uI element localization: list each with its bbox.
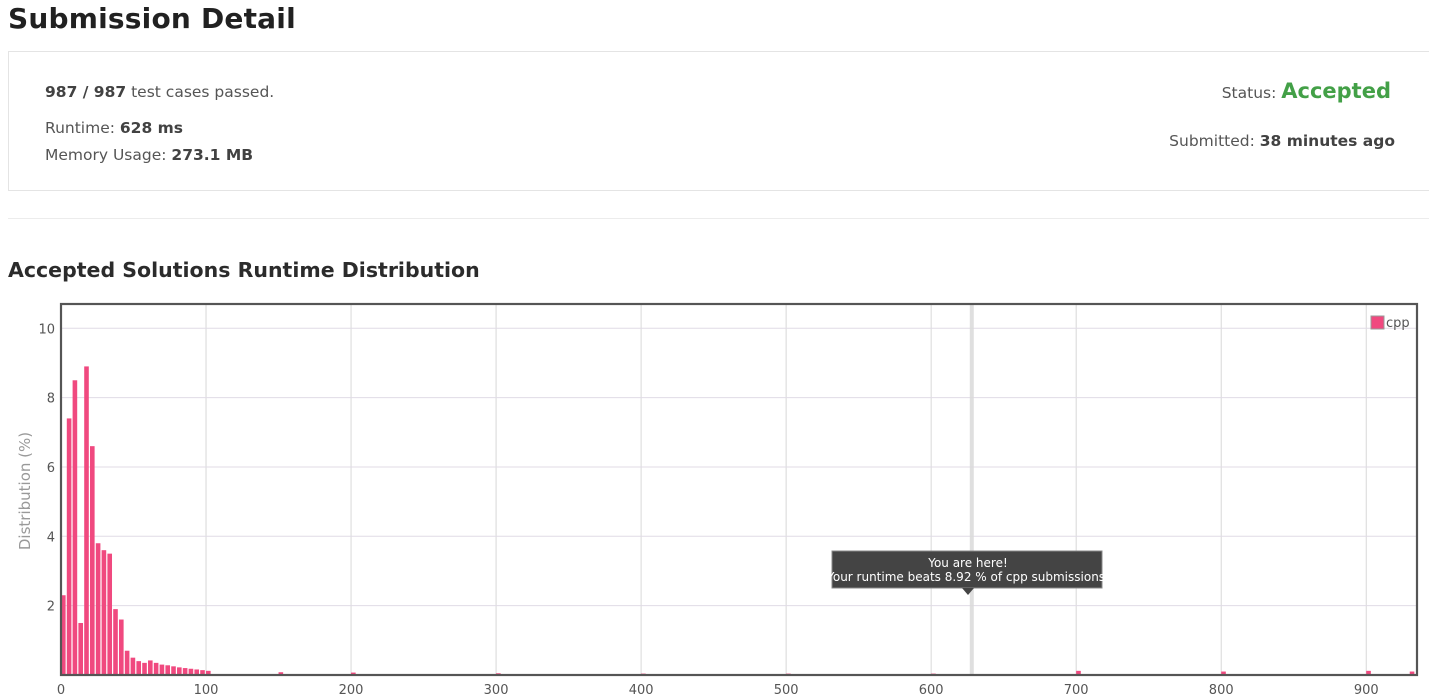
submission-summary-card: 987 / 987 test cases passed. Runtime: 62… — [8, 51, 1429, 191]
tooltip-line-2: Your runtime beats 8.92 % of cpp submiss… — [826, 570, 1109, 584]
bar[interactable] — [61, 595, 66, 675]
status-row: Status: Accepted — [1222, 79, 1391, 103]
bar[interactable] — [95, 543, 101, 675]
runtime-tooltip: You are here! Your runtime beats 8.92 % … — [826, 550, 1109, 595]
runtime-distribution-chart[interactable]: 0 100 200 300 400 500 600 700 800 900 2 4 6 8 10 Distr… — [0, 295, 1431, 700]
submitted-label: Submitted: — [1169, 132, 1260, 150]
legend-label-cpp: cpp — [1386, 316, 1410, 331]
x-tick-label: 900 — [1354, 683, 1379, 698]
bar[interactable] — [1366, 670, 1371, 675]
bar[interactable] — [119, 619, 124, 675]
submitted-value: 38 minutes ago — [1259, 132, 1395, 150]
tooltip-pointer — [962, 588, 974, 595]
y-tick-label: 6 — [47, 461, 55, 476]
x-tick-label: 600 — [919, 683, 944, 698]
submitted-row: Submitted: 38 minutes ago — [1169, 132, 1395, 150]
passed-count: 987 / 987 — [45, 83, 127, 101]
y-axis-title: Distribution (%) — [16, 432, 34, 550]
bar[interactable] — [66, 418, 72, 675]
memory-value: 273.1 MB — [171, 146, 254, 164]
chart-grid — [61, 304, 1417, 675]
x-tick-label: 700 — [1064, 683, 1089, 698]
memory-label: Memory Usage: — [45, 146, 172, 164]
runtime-row: Runtime: 628 ms — [45, 119, 183, 137]
bar[interactable] — [130, 657, 136, 675]
bar[interactable] — [278, 672, 284, 675]
legend-swatch-cpp — [1370, 315, 1385, 330]
x-tick-label: 300 — [484, 683, 509, 698]
x-tick-label: 200 — [339, 683, 364, 698]
x-tick-label: 400 — [629, 683, 654, 698]
bar[interactable] — [142, 662, 147, 675]
bar[interactable] — [90, 446, 95, 675]
status-label: Status: — [1221, 84, 1282, 102]
x-tick-label: 800 — [1209, 683, 1234, 698]
y-tick-label: 8 — [47, 392, 55, 407]
bar[interactable] — [124, 650, 130, 675]
bar[interactable] — [177, 667, 182, 675]
runtime-marker — [969, 304, 974, 675]
bar[interactable] — [1221, 671, 1226, 675]
bar[interactable] — [171, 666, 176, 675]
bar[interactable] — [200, 670, 205, 675]
bar[interactable] — [72, 380, 78, 675]
bar[interactable] — [206, 670, 211, 675]
bar[interactable] — [1076, 670, 1081, 675]
bar[interactable] — [136, 661, 142, 675]
bar[interactable] — [182, 668, 188, 675]
passed-suffix: test cases passed. — [126, 83, 275, 101]
bar[interactable] — [148, 660, 153, 675]
bar[interactable] — [1409, 671, 1415, 675]
tooltip-box — [831, 550, 1103, 589]
tooltip-line-1: You are here! — [927, 556, 1008, 570]
memory-row: Memory Usage: 273.1 MB — [45, 146, 253, 164]
bar[interactable] — [159, 664, 165, 675]
plot-frame — [59, 302, 1419, 677]
bar[interactable] — [165, 665, 171, 675]
x-tick-label: 0 — [57, 683, 65, 698]
section-divider — [8, 218, 1429, 219]
status-value: Accepted — [1281, 79, 1391, 103]
chart-ticks: 0 100 200 300 400 500 600 700 800 900 2 4 6 8 10 — [38, 322, 1378, 698]
bar[interactable] — [84, 366, 89, 675]
bar[interactable] — [113, 609, 118, 675]
runtime-label: Runtime: — [45, 119, 120, 137]
bar[interactable] — [107, 553, 113, 675]
page-title: Submission Detail — [8, 2, 296, 35]
x-tick-label: 100 — [194, 683, 219, 698]
y-tick-label: 2 — [47, 600, 55, 615]
bar[interactable] — [188, 668, 194, 675]
legend[interactable]: cpp — [1370, 315, 1410, 331]
bar[interactable] — [194, 669, 200, 675]
chart-bars — [61, 304, 1415, 675]
bar[interactable] — [153, 662, 159, 675]
test-cases-result: 987 / 987 test cases passed. — [45, 83, 274, 101]
runtime-value: 628 ms — [119, 119, 184, 137]
y-tick-label: 10 — [38, 322, 55, 337]
y-tick-label: 4 — [47, 530, 55, 545]
bar[interactable] — [78, 622, 84, 675]
x-tick-label: 500 — [774, 683, 799, 698]
distribution-section-title: Accepted Solutions Runtime Distribution — [8, 258, 480, 282]
bar[interactable] — [351, 672, 356, 675]
bar[interactable] — [101, 550, 107, 675]
